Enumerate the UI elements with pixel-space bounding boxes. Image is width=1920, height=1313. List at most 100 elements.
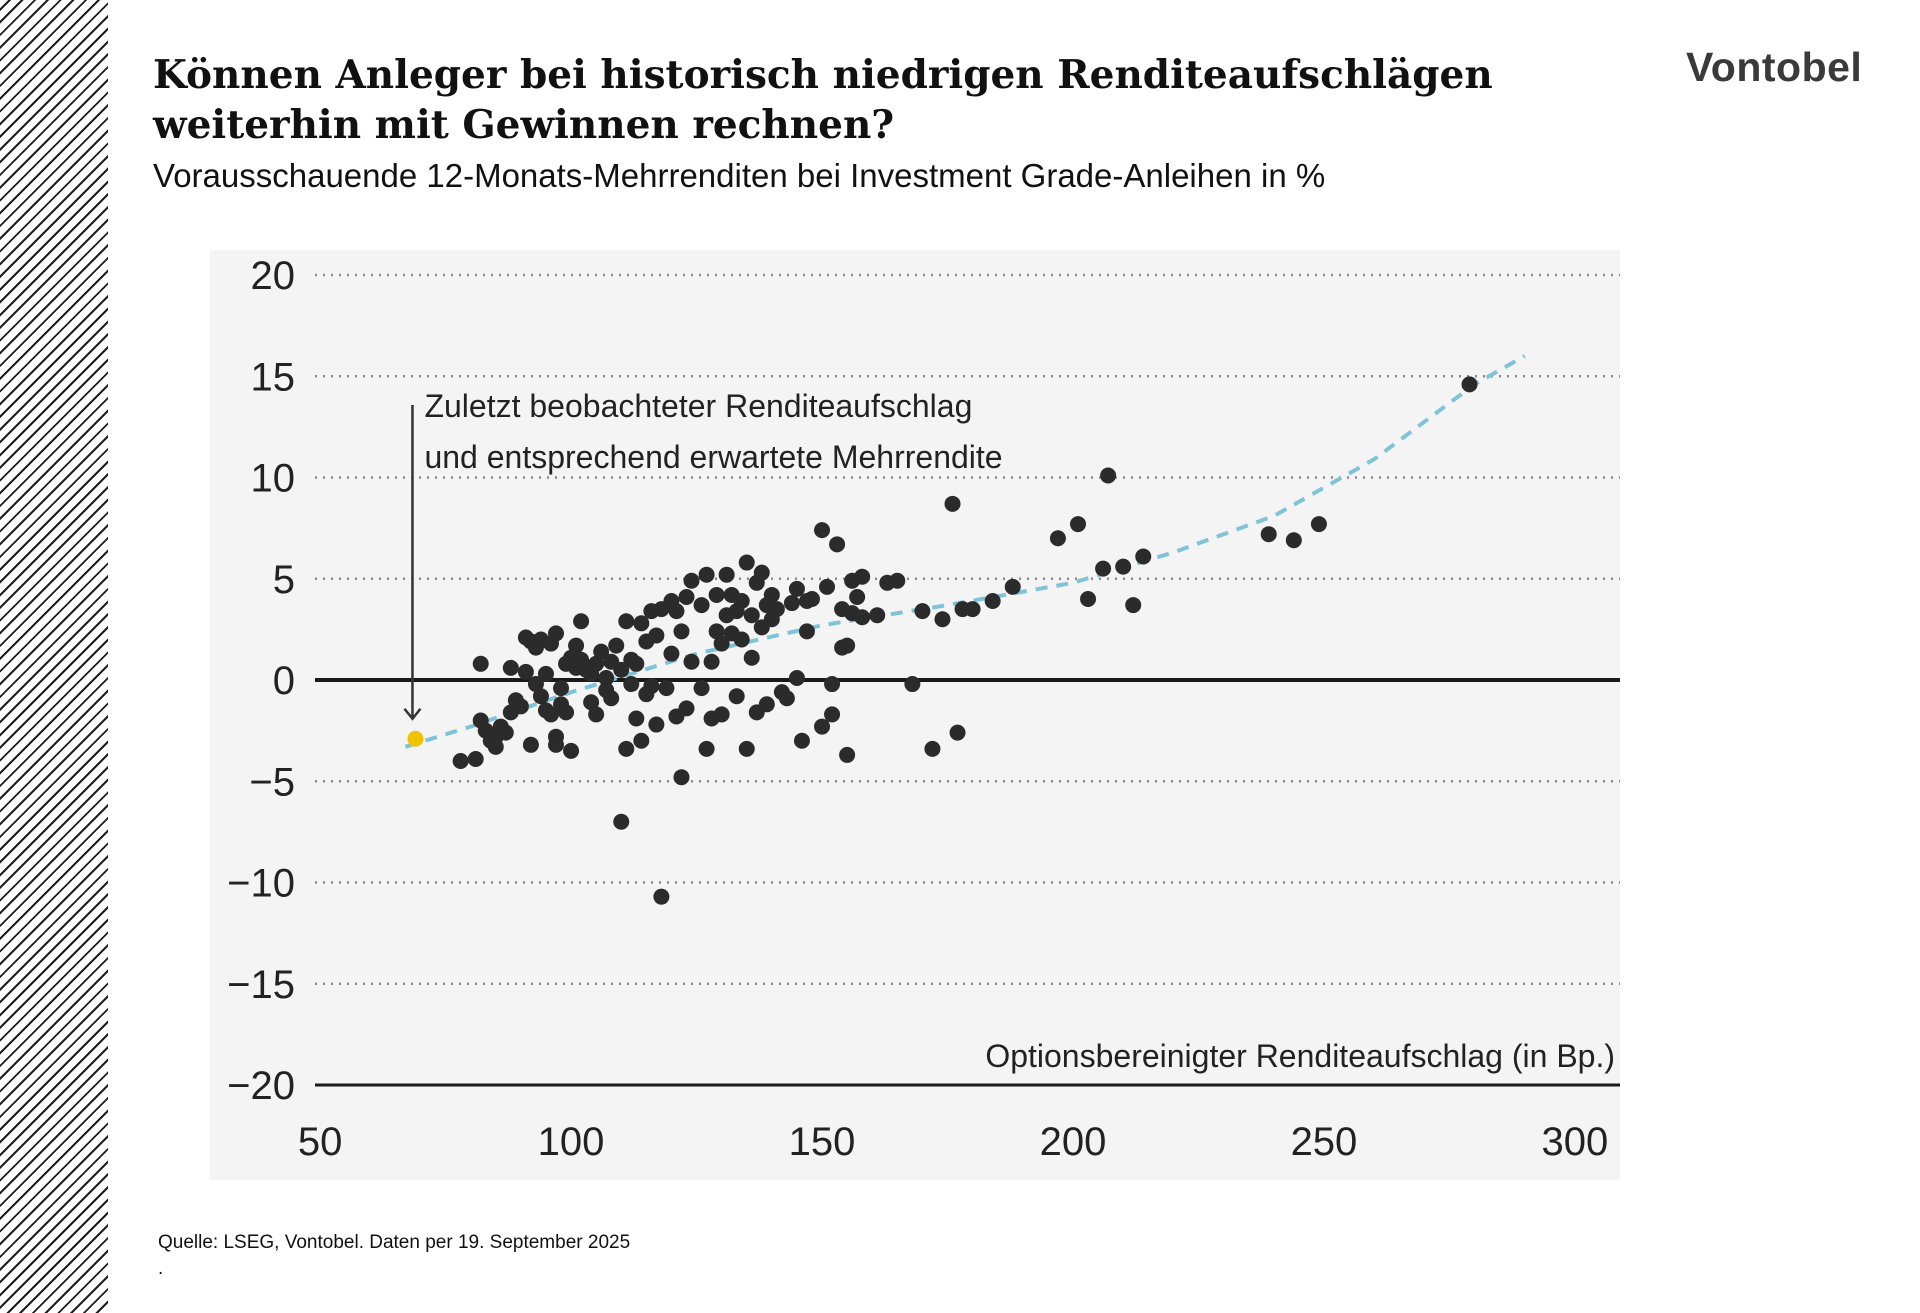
- data-point: [467, 750, 484, 767]
- data-point: [452, 753, 469, 769]
- data-point: [1461, 376, 1478, 393]
- data-point: [778, 690, 795, 707]
- data-point: [738, 740, 755, 757]
- data-point: [613, 661, 630, 678]
- data-point: [698, 740, 715, 757]
- data-point: [613, 813, 630, 830]
- data-point: [548, 625, 564, 642]
- data-point: [628, 710, 645, 727]
- data-point: [944, 495, 961, 512]
- data-point: [628, 655, 645, 672]
- data-point: [618, 613, 635, 630]
- data-point: [713, 635, 730, 652]
- data-point: [1070, 516, 1086, 533]
- x-tick-label: 100: [538, 1120, 605, 1164]
- y-tick-label: −15: [227, 963, 295, 1007]
- data-point: [783, 595, 800, 612]
- data-point: [904, 676, 921, 693]
- data-point: [1100, 467, 1117, 484]
- data-point: [854, 568, 871, 585]
- data-point: [673, 769, 690, 786]
- scatter-chart: Zuletzt beobachteter Renditeaufschlag und…: [210, 250, 1620, 1180]
- data-point: [924, 740, 941, 757]
- data-point: [814, 522, 831, 539]
- data-point: [964, 601, 981, 618]
- data-point: [793, 732, 810, 749]
- x-axis-ticks: 50 100 150 200 250 300: [298, 1120, 1608, 1164]
- data-point: [668, 603, 685, 620]
- data-point: [558, 704, 575, 721]
- annotation-arrow-head: [403, 707, 422, 721]
- page-subtitle: Vorausschauende 12-Monats-Mehrrenditen b…: [153, 157, 1326, 194]
- annotation: Zuletzt beobachteter Renditeaufschlag und…: [403, 388, 1003, 721]
- y-tick-label: −10: [227, 862, 295, 906]
- y-tick-label: 15: [251, 355, 296, 399]
- data-point: [658, 680, 675, 697]
- data-point: [1135, 548, 1152, 565]
- data-point: [663, 645, 680, 662]
- data-point: [763, 586, 780, 603]
- data-point: [1004, 578, 1021, 595]
- data-point: [984, 593, 1001, 610]
- data-point: [623, 676, 640, 693]
- data-point: [814, 718, 831, 735]
- source-note: Quelle: LSEG, Vontobel. Daten per 19. Se…: [158, 1232, 631, 1253]
- data-point: [708, 586, 725, 603]
- data-point: [733, 631, 750, 648]
- data-point: [733, 593, 750, 610]
- data-point: [889, 572, 906, 589]
- data-point: [683, 653, 700, 670]
- data-point: [512, 698, 529, 715]
- data-point: [743, 649, 760, 666]
- data-points: [407, 376, 1478, 905]
- data-point: [517, 663, 534, 680]
- data-point: [698, 566, 715, 583]
- data-point: [949, 724, 966, 741]
- data-point: [914, 603, 931, 620]
- data-point: [568, 637, 585, 654]
- data-point: [1080, 591, 1097, 607]
- y-tick-label: −20: [227, 1064, 295, 1108]
- data-point: [829, 536, 846, 553]
- data-point: [718, 566, 735, 583]
- x-axis-label: Optionsbereinigter Renditeaufschlag (in …: [985, 1038, 1615, 1074]
- data-point: [758, 696, 775, 713]
- data-point: [497, 724, 514, 741]
- hatched-side-stripe: [0, 0, 108, 1313]
- data-point: [824, 676, 841, 693]
- data-point: [527, 676, 544, 693]
- data-point: [588, 706, 605, 723]
- data-point: [683, 572, 700, 589]
- data-point: [824, 706, 841, 723]
- data-point: [693, 680, 710, 697]
- data-point: [618, 740, 635, 757]
- x-tick-label: 200: [1040, 1120, 1107, 1164]
- data-point: [1285, 532, 1302, 549]
- data-point: [708, 623, 725, 640]
- data-point: [678, 700, 695, 717]
- data-point: [472, 655, 489, 672]
- data-point: [633, 615, 650, 632]
- data-point: [678, 588, 695, 605]
- data-point: [608, 637, 625, 654]
- data-point: [1125, 597, 1142, 614]
- data-point: [849, 588, 866, 605]
- data-point: [1115, 558, 1132, 575]
- data-point: [693, 597, 710, 614]
- data-point: [753, 564, 770, 581]
- y-tick-label: 5: [273, 558, 295, 602]
- data-point: [934, 611, 951, 628]
- y-tick-label: −5: [249, 760, 295, 804]
- data-point: [869, 607, 886, 624]
- y-axis-ticks: 20 15 10 5 0 −5 −10 −15 −20: [227, 254, 295, 1108]
- data-point: [648, 627, 665, 644]
- data-point: [839, 637, 856, 654]
- plot-background: [210, 250, 1620, 1180]
- data-point: [854, 609, 871, 626]
- trend-curve: [404, 354, 1526, 749]
- page-title: Können Anleger bei historisch niedrigen …: [153, 52, 1493, 148]
- annotation-text: und entsprechend erwartete Mehrrendite: [424, 439, 1002, 475]
- footer-dot: .: [158, 1258, 164, 1279]
- x-tick-label: 50: [298, 1120, 343, 1164]
- data-point: [788, 580, 805, 597]
